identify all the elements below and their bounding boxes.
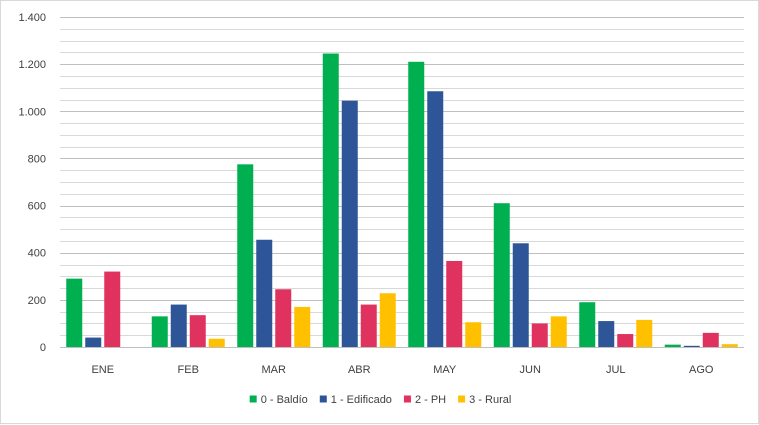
x-tick-label: ENE [91, 364, 114, 376]
bar [379, 293, 396, 347]
bar [322, 53, 339, 348]
x-tick-label: FEB [178, 364, 199, 376]
y-tick-label: 600 [28, 201, 46, 213]
y-axis-tick-labels: 0 200 400 600 800 1.000 1.200 1.400 [18, 12, 46, 354]
legend-swatch [319, 395, 327, 403]
bars [66, 53, 738, 348]
legend-item: 1 - Edificado [319, 394, 392, 406]
gridlines [60, 17, 744, 336]
bar [636, 319, 653, 347]
y-tick-label: 800 [28, 153, 46, 165]
y-tick-label: 1.400 [18, 12, 46, 24]
bar [702, 332, 719, 347]
bar [446, 260, 463, 347]
bar [664, 344, 681, 347]
bar [408, 61, 425, 348]
bar [493, 203, 510, 347]
bar [617, 334, 634, 347]
bar [237, 164, 254, 347]
bar [579, 302, 596, 347]
legend-item: 3 - Rural [458, 394, 511, 406]
x-tick-label: MAY [433, 364, 457, 376]
y-tick-label: 200 [28, 295, 46, 307]
y-tick-label: 1.000 [18, 106, 46, 118]
x-tick-label: MAR [262, 364, 287, 376]
bar [189, 315, 206, 347]
legend-swatch [249, 395, 257, 403]
bar [598, 321, 615, 347]
y-tick-label: 0 [40, 342, 46, 354]
y-tick-label: 1.200 [18, 59, 46, 71]
legend-label: 2 - PH [415, 394, 446, 406]
legend-swatch [458, 395, 466, 403]
bar [512, 243, 529, 347]
bar [531, 323, 548, 347]
legend-swatch [403, 395, 411, 403]
legend-label: 1 - Edificado [331, 394, 392, 406]
bar [66, 278, 83, 347]
bar [683, 345, 700, 347]
x-axis-tick-labels: ENE FEB MAR ABR MAY JUN JUL AGO [91, 364, 713, 376]
bar [341, 100, 358, 347]
bar [85, 337, 102, 347]
bar [170, 304, 187, 347]
x-tick-label: JUN [520, 364, 541, 376]
bar [104, 271, 121, 347]
legend: 0 - Baldío 1 - Edificado 2 - PH 3 - Rural [249, 394, 511, 406]
legend-item: 0 - Baldío [249, 394, 308, 406]
x-tick-label: AGO [689, 364, 714, 376]
legend-label: 0 - Baldío [261, 394, 308, 406]
bar [294, 306, 311, 347]
y-tick-label: 400 [28, 248, 46, 260]
bar [256, 239, 273, 347]
x-tick-label: JUL [606, 364, 626, 376]
bar [151, 316, 168, 347]
x-tick-label: ABR [348, 364, 371, 376]
bar [550, 316, 567, 347]
bar [275, 289, 292, 347]
bar [465, 322, 482, 347]
bar [360, 304, 377, 347]
legend-label: 3 - Rural [469, 394, 511, 406]
legend-item: 2 - PH [403, 394, 446, 406]
bar [721, 344, 738, 347]
bar [427, 91, 444, 347]
bar [208, 338, 225, 347]
